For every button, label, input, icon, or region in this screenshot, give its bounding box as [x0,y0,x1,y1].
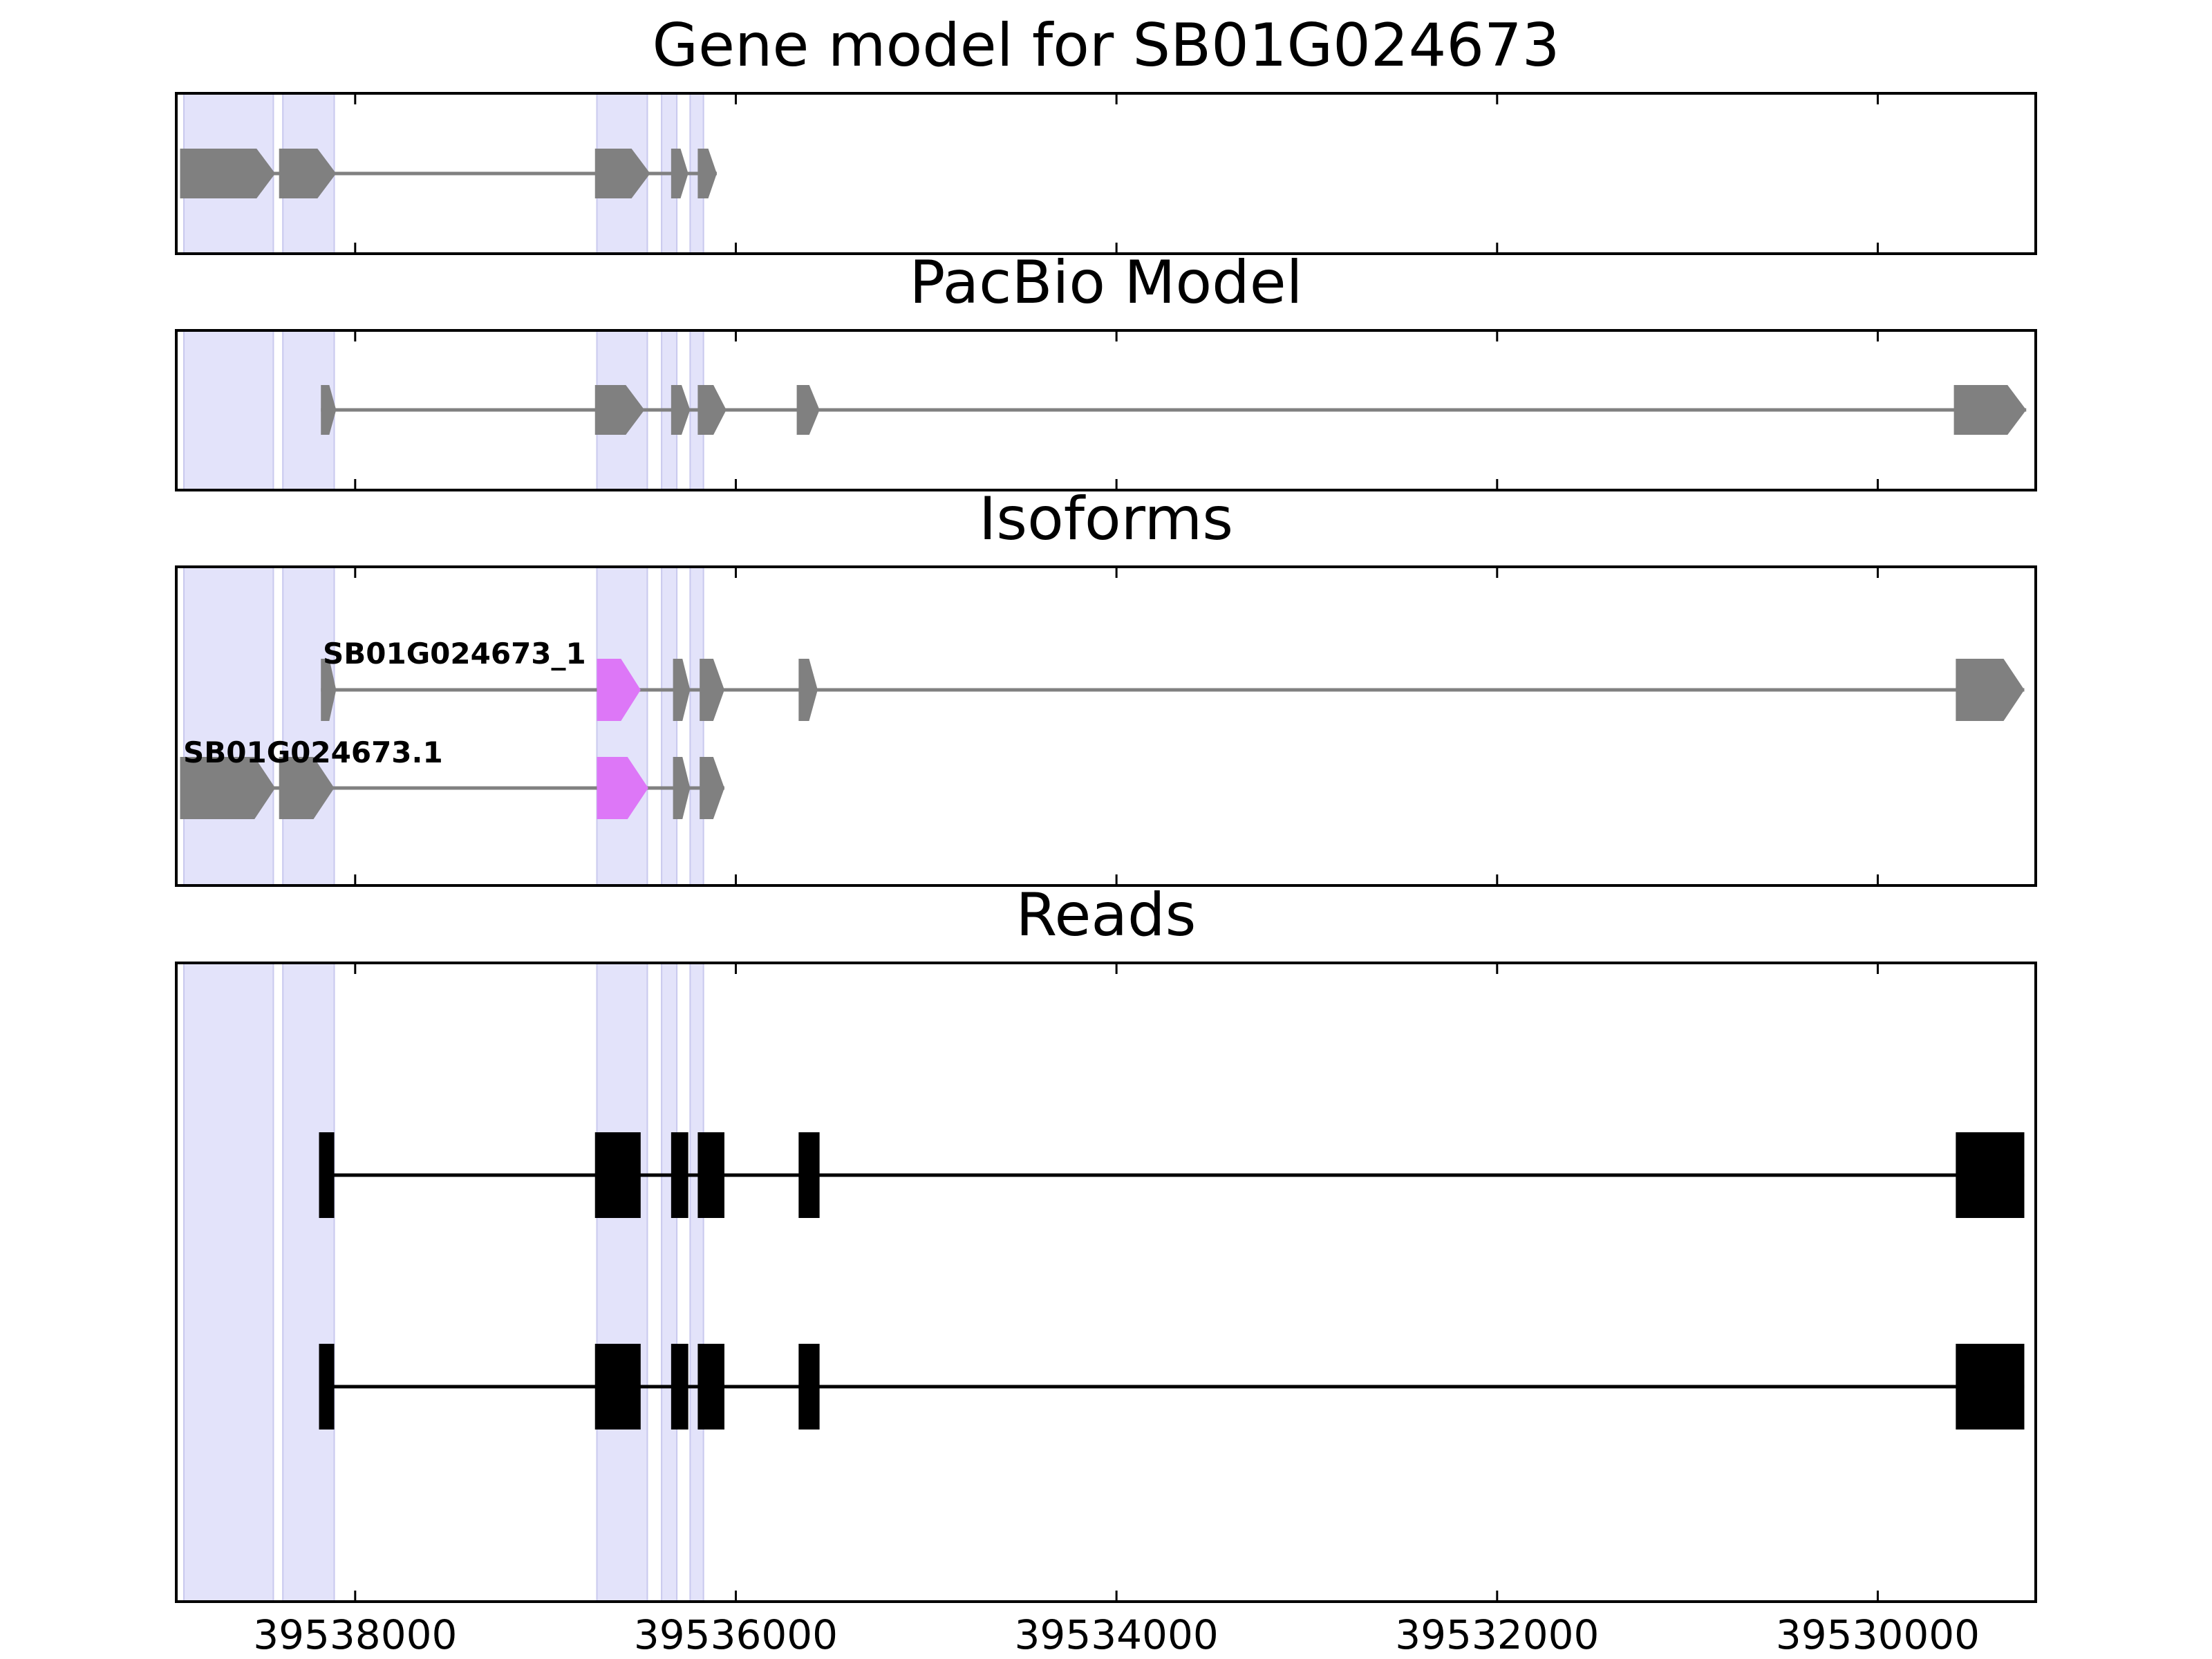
x-tick-label: 39532000 [1395,1611,1599,1658]
exon-3 [594,149,650,198]
exon-3 [671,1132,688,1218]
track-2 [319,1344,2025,1430]
panel-title: PacBio Model [909,248,1302,317]
panel-3: Isoforms SB01G024673_1 SB01G024673.1 [175,485,2037,887]
highlight-region-5 [689,566,704,886]
exon-4 [673,757,691,819]
highlight-region-1 [183,566,274,886]
exon-1 [180,149,276,198]
exon-5 [798,1132,820,1218]
exon-2 [594,1132,641,1218]
x-tick-label: 39538000 [253,1611,457,1658]
x-tick-label: 39530000 [1776,1611,1980,1658]
panel-4: Reads 39538000 39536000 39534000 39532000 395… [175,881,2037,1658]
exon-5 [798,1344,820,1430]
exon-5 [700,757,724,819]
highlight-region-3 [596,962,648,1602]
exon-6 [1956,1344,2025,1430]
track-1 [180,149,717,198]
x-tick-label: 39536000 [634,1611,838,1658]
exon-2 [594,385,645,435]
panel-title: Isoforms [979,485,1233,554]
exon-4 [700,659,724,721]
exon-3 [673,659,691,721]
exon-1 [321,659,337,721]
panel-2: PacBio Model [175,248,2037,491]
exon-6 [1953,385,2027,435]
highlight-region-2 [282,962,335,1602]
highlight-region-2 [282,566,335,886]
exon-5 [796,385,820,435]
isoform-label: SB01G024673.1 [183,735,443,769]
exon-2 [597,659,641,721]
exon-4 [697,1344,724,1430]
panel-title: Gene model for SB01G024673 [653,11,1560,80]
panel-frame [175,565,2037,887]
exon-1 [180,757,276,819]
exon-5 [697,149,717,198]
track-1: SB01G024673_1 [321,637,2025,721]
exon-1 [321,385,337,435]
highlight-region-5 [689,962,704,1602]
highlight-region-1 [183,330,274,491]
exon-3 [597,757,648,819]
exon-1 [319,1344,335,1430]
exon-4 [697,385,727,435]
track-1 [319,1132,2025,1218]
track-1 [321,385,2027,435]
exon-5 [798,659,818,721]
isoform-label: SB01G024673_1 [323,637,586,671]
x-tick-label: 39534000 [1015,1611,1219,1658]
exon-2 [279,149,337,198]
exon-1 [319,1132,335,1218]
exon-2 [279,757,335,819]
highlight-region-1 [183,962,274,1602]
track-2: SB01G024673.1 [180,735,724,819]
exon-3 [671,1344,688,1430]
highlight-region-4 [661,962,678,1602]
exon-3 [671,385,691,435]
panel-1: Gene model for SB01G024673 [175,11,2037,255]
exon-4 [697,1132,724,1218]
exon-6 [1956,659,2025,721]
highlight-region-3 [596,566,648,886]
exon-4 [671,149,688,198]
panel-frame [175,962,2037,1603]
highlight-region-4 [661,566,678,886]
panel-title: Reads [1016,881,1197,950]
panel-frame [175,92,2037,255]
exon-6 [1956,1132,2025,1218]
panel-frame [175,329,2037,491]
exon-2 [594,1344,641,1430]
